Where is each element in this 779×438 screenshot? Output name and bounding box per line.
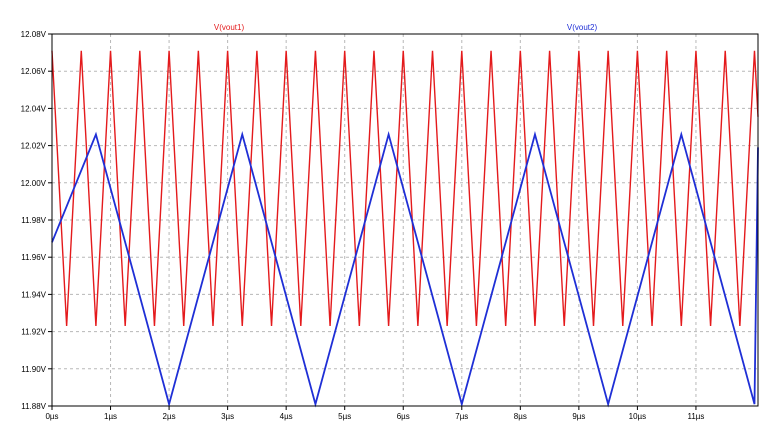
y-tick-label: 12.02V <box>21 142 47 151</box>
y-tick-label: 12.08V <box>21 30 47 39</box>
x-tick-label: 2µs <box>163 412 176 421</box>
x-tick-label: 3µs <box>221 412 234 421</box>
x-tick-label: 4µs <box>280 412 293 421</box>
x-tick-label: 9µs <box>572 412 585 421</box>
series-layer <box>51 50 759 408</box>
x-tick-label: 8µs <box>514 412 527 421</box>
x-tick-label: 6µs <box>397 412 410 421</box>
y-tick-label: 11.94V <box>21 290 46 299</box>
x-tick-label: 7µs <box>455 412 468 421</box>
legend-label-1: V(vout1) <box>214 23 245 32</box>
x-tick-label: 5µs <box>338 412 351 421</box>
legend-layer: V(vout1) V(vout2) <box>214 23 598 32</box>
y-tick-label: 11.90V <box>21 365 46 374</box>
grid-layer <box>51 33 758 407</box>
series-line-2 <box>51 131 759 408</box>
series-line-1 <box>51 50 759 327</box>
x-tick-label: 11µs <box>687 412 704 421</box>
x-tick-label: 0µs <box>45 412 58 421</box>
x-tick-label: 1µs <box>104 412 117 421</box>
y-tick-label: 11.92V <box>21 328 46 337</box>
y-tick-label: 11.88V <box>21 402 46 411</box>
x-tick-label: 10µs <box>629 412 647 421</box>
y-tick-label: 12.06V <box>21 67 47 76</box>
y-tick-label: 12.04V <box>21 104 47 113</box>
axis-layer: 11.88V 11.90V 11.92V 11.94V 11.96V 11.98V 12.0… <box>21 30 705 421</box>
y-tick-label: 11.98V <box>21 216 46 225</box>
y-tick-label: 11.96V <box>21 253 46 262</box>
y-tick-label: 12.00V <box>21 179 47 188</box>
legend-label-2: V(vout2) <box>567 23 598 32</box>
